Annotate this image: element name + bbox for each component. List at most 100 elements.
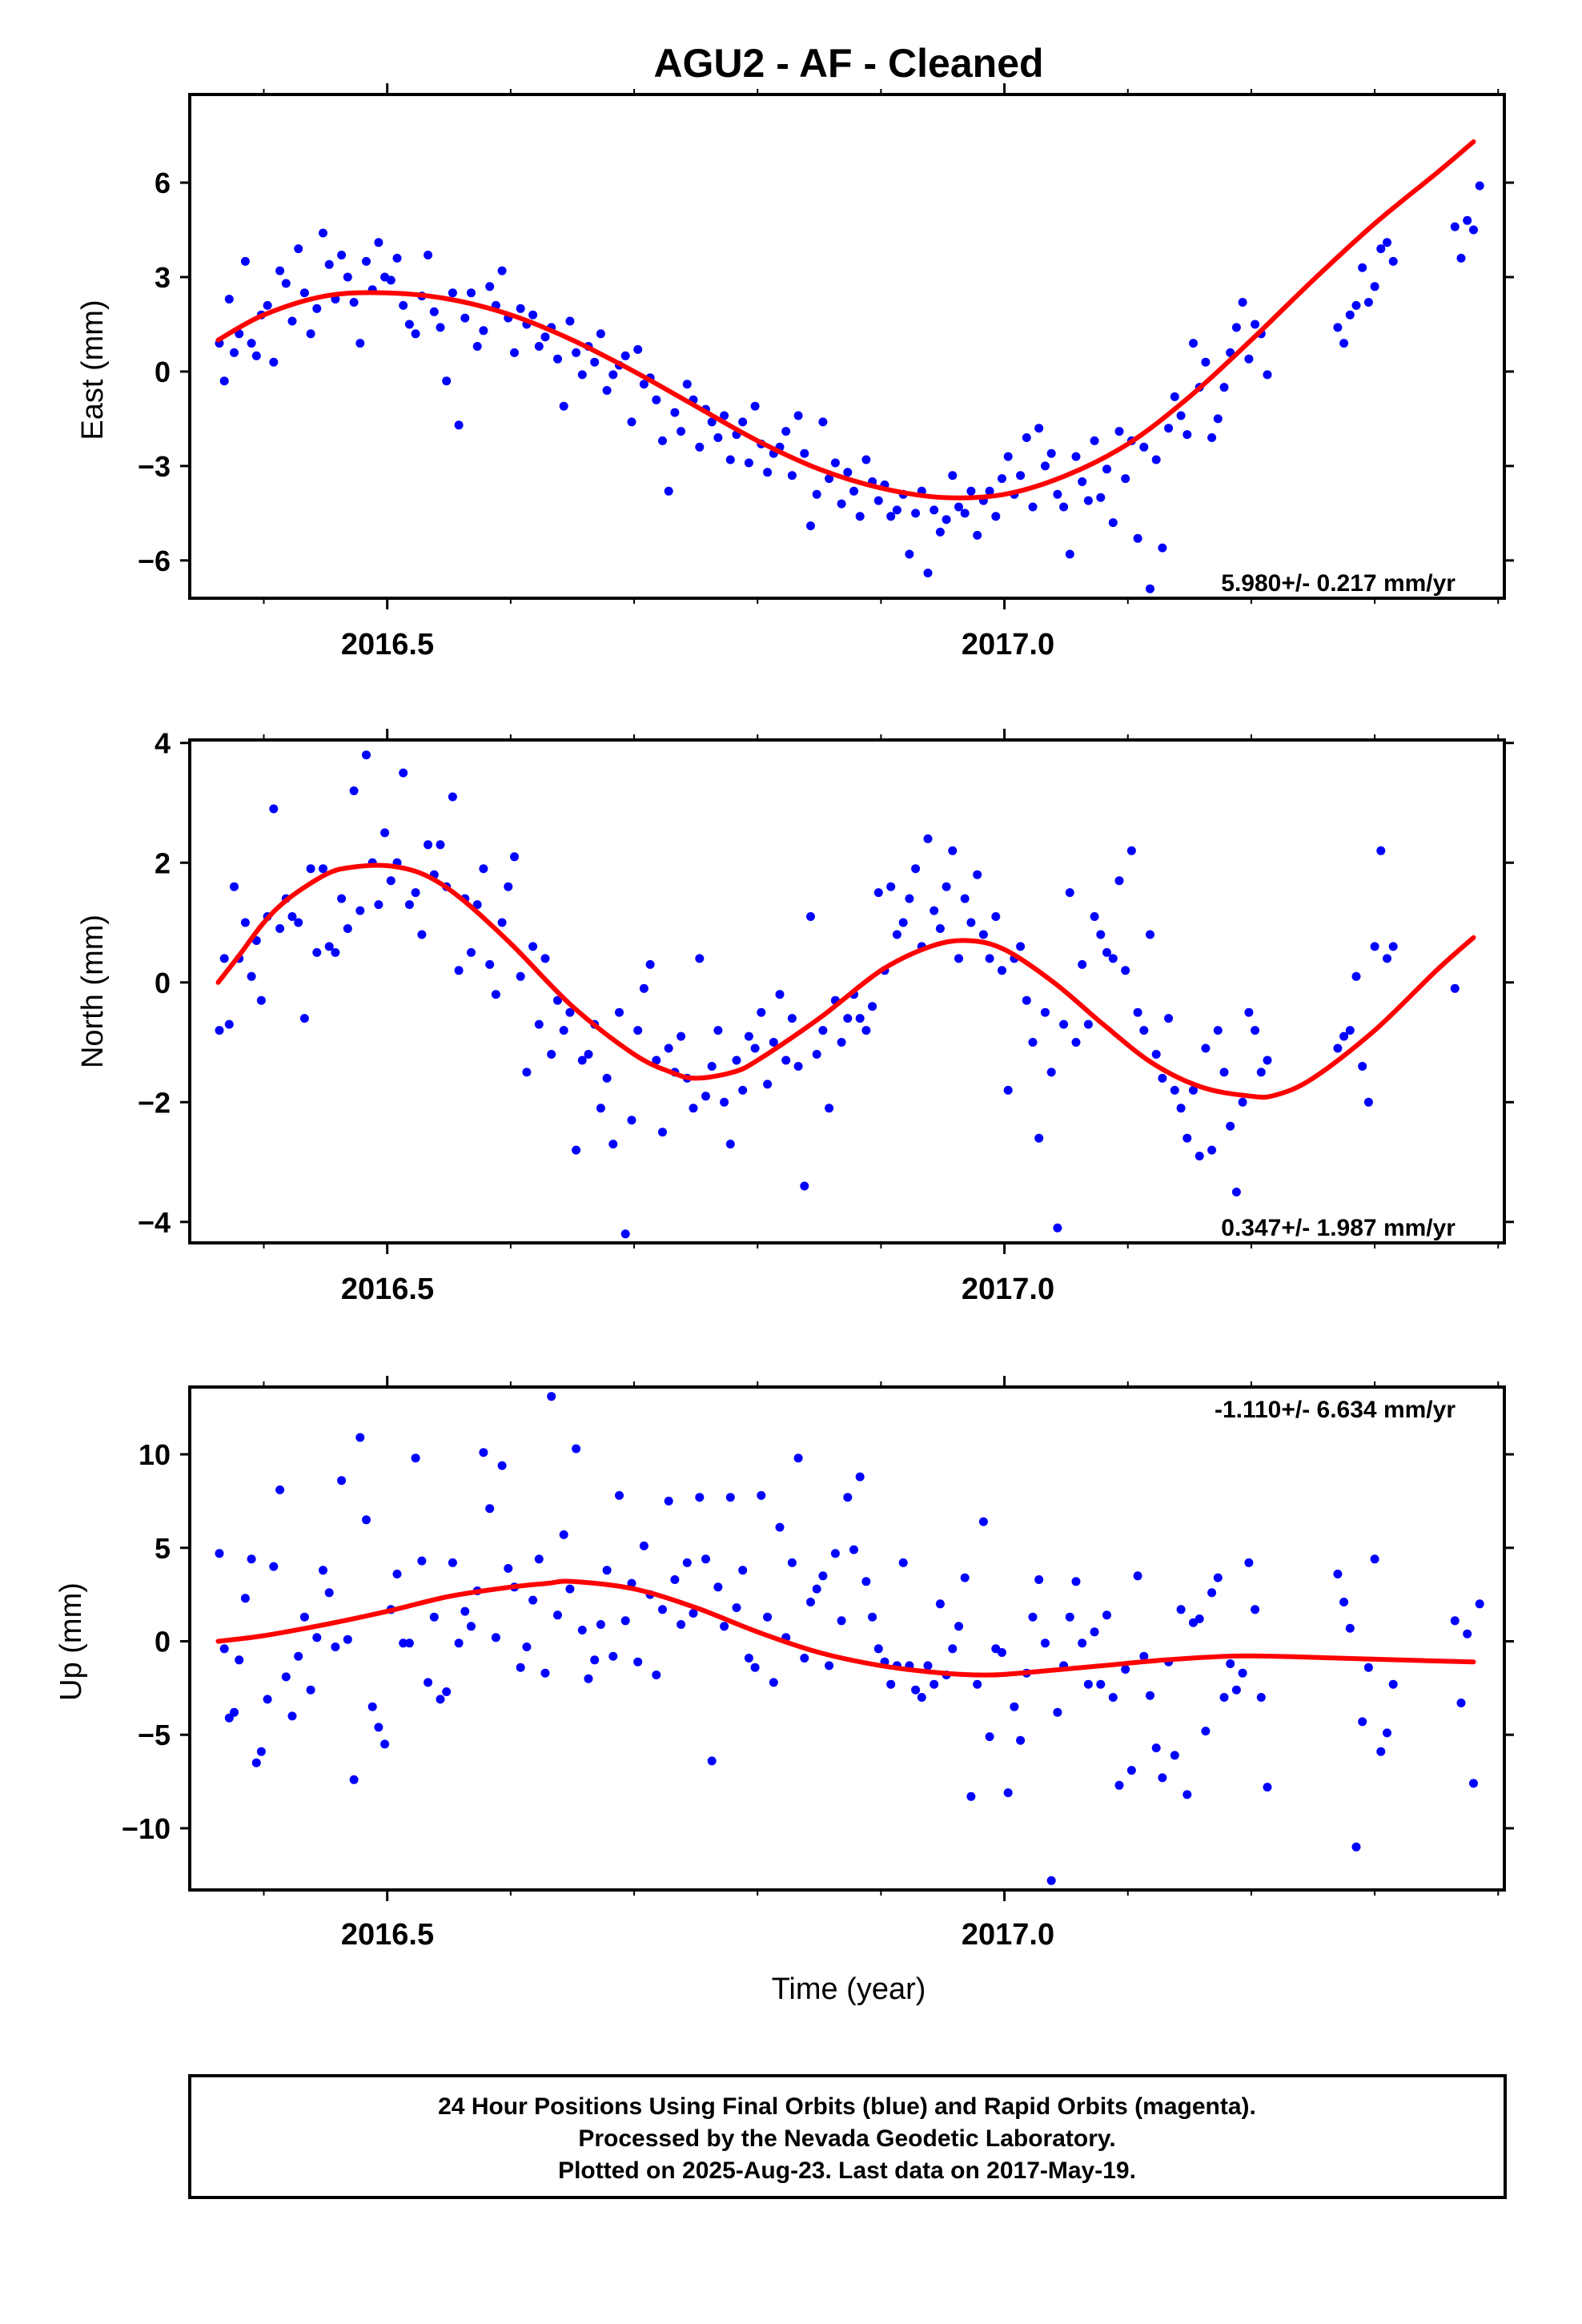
east-data-point: [677, 427, 686, 436]
east-data-point: [294, 244, 303, 254]
north-data-point: [886, 882, 896, 891]
north-data-point: [1189, 1085, 1198, 1095]
up-data-point: [553, 1610, 562, 1620]
north-data-point: [319, 864, 327, 874]
up-data-point: [215, 1549, 224, 1558]
up-data-point: [454, 1638, 464, 1648]
up-data-point: [627, 1578, 636, 1588]
north-data-point: [868, 1002, 877, 1011]
up-data-point: [978, 1517, 988, 1526]
east-data-point: [497, 266, 507, 275]
footer-line-1: 24 Hour Positions Using Final Orbits (bl…: [438, 2093, 1256, 2120]
east-data-point: [1231, 323, 1241, 332]
north-data-point: [1139, 1026, 1149, 1035]
east-rate-text: 5.980+/- 0.217 mm/yr: [1221, 570, 1456, 597]
north-data-point: [528, 942, 538, 951]
up-data-point: [1383, 1728, 1391, 1738]
up-data-point: [1139, 1651, 1149, 1661]
east-data-point: [892, 505, 901, 515]
up-data-point: [404, 1638, 414, 1648]
up-data-point: [812, 1584, 821, 1594]
east-data-point: [1450, 222, 1460, 231]
east-data-point: [411, 329, 420, 339]
east-data-point: [1358, 263, 1367, 272]
north-data-point: [324, 942, 334, 951]
north-data-point: [1133, 1007, 1142, 1017]
east-data-point: [1189, 339, 1198, 348]
north-data-point: [843, 1014, 853, 1023]
east-data-point: [806, 521, 815, 531]
north-data-point: [615, 1007, 624, 1017]
up-data-point: [1226, 1659, 1235, 1668]
north-data-point: [1251, 1026, 1260, 1035]
north-data-point: [224, 1019, 234, 1029]
up-data-point: [219, 1644, 229, 1654]
up-data-point: [1450, 1616, 1460, 1626]
north-data-point: [1383, 954, 1391, 963]
up-data-point: [287, 1711, 297, 1721]
up-data-point: [868, 1612, 877, 1622]
up-data-point: [534, 1554, 544, 1564]
up-data-point: [417, 1556, 427, 1566]
east-data-point: [1139, 442, 1149, 452]
up-data-point: [1263, 1783, 1272, 1792]
up-data-point: [873, 1644, 883, 1654]
east-data-point: [590, 357, 600, 367]
up-data-point: [732, 1603, 741, 1612]
up-data-point: [849, 1545, 858, 1554]
up-data-point: [677, 1620, 686, 1629]
up-data-point: [337, 1476, 347, 1486]
east-data-point: [442, 376, 452, 386]
up-data-point: [436, 1695, 445, 1704]
east-data-point: [991, 512, 1001, 521]
up-data-point: [374, 1723, 383, 1732]
north-data-point: [1078, 959, 1087, 969]
up-data-point: [1345, 1623, 1355, 1633]
up-data-point: [825, 1661, 834, 1671]
north-ylabel: North (mm): [76, 915, 110, 1068]
up-data-point: [923, 1661, 933, 1671]
up-data-point: [1333, 1570, 1343, 1578]
north-data-point: [1158, 1073, 1167, 1083]
up-data-point: [898, 1558, 908, 1567]
east-data-point: [886, 512, 896, 521]
up-data-point: [620, 1616, 630, 1626]
east-data-point: [1170, 392, 1179, 401]
north-data-point: [781, 1055, 791, 1065]
east-data-point: [1469, 225, 1478, 235]
up-data-point: [247, 1554, 256, 1564]
up-data-point: [230, 1707, 239, 1717]
east-data-point: [479, 326, 488, 336]
north-data-point: [707, 1062, 717, 1071]
east-data-point: [1133, 533, 1142, 543]
north-ytick-label: −4: [138, 1206, 171, 1239]
up-data-point: [800, 1654, 809, 1663]
north-data-point: [1016, 942, 1026, 951]
east-data-point: [873, 496, 883, 505]
east-fit-line: [215, 139, 1476, 501]
up-ytick-label: −10: [122, 1812, 171, 1845]
north-data-point: [1182, 1133, 1192, 1143]
north-data-point: [1059, 1019, 1069, 1029]
east-data-point: [682, 380, 692, 389]
up-data-point: [559, 1530, 568, 1539]
east-data-point: [1263, 370, 1272, 380]
east-data-point: [744, 458, 753, 468]
up-data-point: [312, 1633, 322, 1642]
north-data-point: [769, 1038, 778, 1047]
up-data-point: [1003, 1788, 1013, 1798]
up-data-point: [787, 1558, 797, 1567]
north-data-point: [633, 1026, 643, 1035]
east-data-point: [224, 295, 234, 304]
east-data-point: [1238, 298, 1247, 307]
north-panel: North (mm) 0.347+/- 1.987 mm/yr 2016.5 2…: [76, 727, 1514, 1306]
east-data-point: [306, 329, 315, 339]
up-data-point: [275, 1485, 285, 1494]
east-data-point: [516, 304, 525, 313]
north-data-point: [504, 882, 513, 891]
east-ytick-label: 0: [155, 356, 171, 388]
up-data-point: [281, 1672, 291, 1682]
east-data-point: [1388, 256, 1398, 266]
north-data-point: [534, 1019, 544, 1029]
east-data-point: [1219, 383, 1229, 392]
